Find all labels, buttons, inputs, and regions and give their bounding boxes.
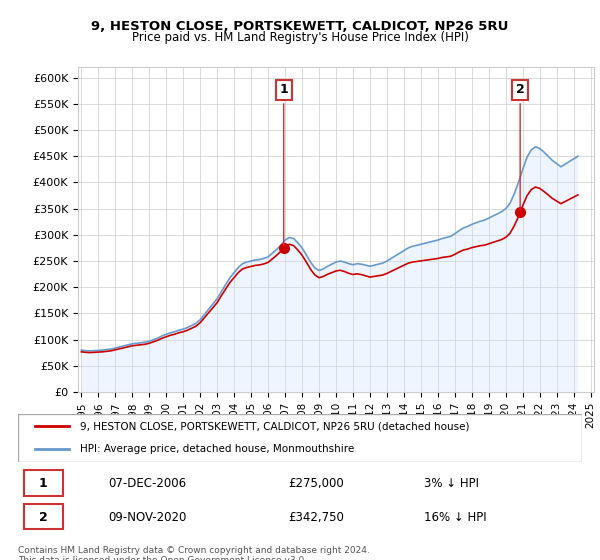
Text: £342,750: £342,750 [289,511,344,524]
Text: 09-NOV-2020: 09-NOV-2020 [108,511,187,524]
Text: 07-DEC-2006: 07-DEC-2006 [108,477,187,490]
Text: £275,000: £275,000 [289,477,344,490]
FancyBboxPatch shape [23,470,63,496]
Text: 2: 2 [39,511,48,524]
Text: 1: 1 [39,477,48,490]
Text: 1: 1 [280,83,288,245]
Text: HPI: Average price, detached house, Monmouthshire: HPI: Average price, detached house, Monm… [80,444,354,454]
Text: 9, HESTON CLOSE, PORTSKEWETT, CALDICOT, NP26 5RU: 9, HESTON CLOSE, PORTSKEWETT, CALDICOT, … [91,20,509,32]
Text: 16% ↓ HPI: 16% ↓ HPI [424,511,487,524]
Text: 9, HESTON CLOSE, PORTSKEWETT, CALDICOT, NP26 5RU (detached house): 9, HESTON CLOSE, PORTSKEWETT, CALDICOT, … [80,421,470,431]
FancyBboxPatch shape [18,414,582,462]
Text: 3% ↓ HPI: 3% ↓ HPI [424,477,479,490]
Text: Contains HM Land Registry data © Crown copyright and database right 2024.
This d: Contains HM Land Registry data © Crown c… [18,546,370,560]
FancyBboxPatch shape [23,504,63,529]
Text: 2: 2 [516,83,524,209]
Text: Price paid vs. HM Land Registry's House Price Index (HPI): Price paid vs. HM Land Registry's House … [131,31,469,44]
